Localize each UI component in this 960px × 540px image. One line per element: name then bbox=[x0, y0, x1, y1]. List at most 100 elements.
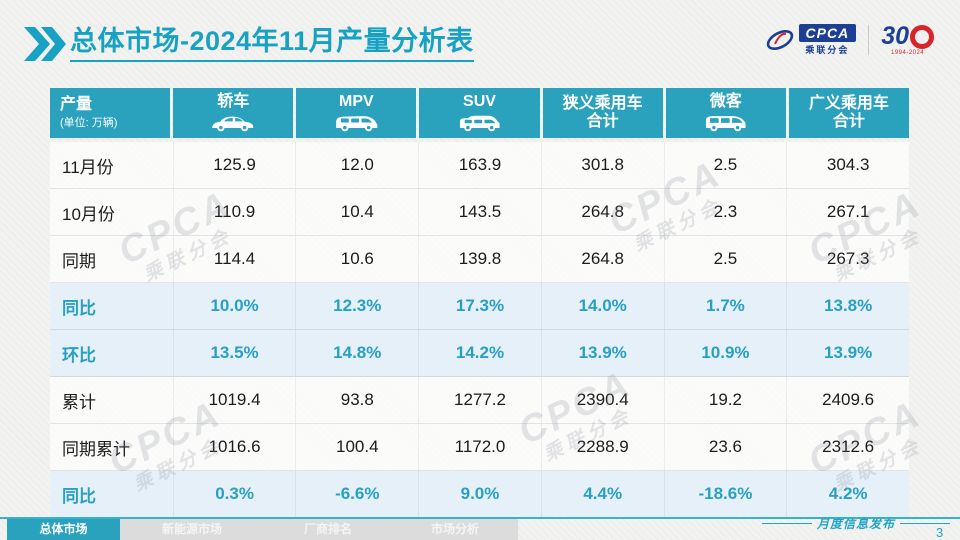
logo-area: CPCA 乘联分会 30 1994-2024 bbox=[765, 24, 934, 56]
anniversary-years: 1994-2024 bbox=[890, 50, 925, 56]
cpca-swoosh-icon bbox=[766, 30, 793, 50]
table-row-同比: 同比 10.0% 12.3% 17.3% 14.0% 1.7% 13.8% bbox=[50, 283, 909, 330]
table-row-累计: 累计 1019.4 93.8 1277.2 2390.4 19.2 2409.6 bbox=[50, 377, 909, 424]
value-cell-r5-c2: 1277.2 bbox=[418, 377, 541, 423]
column-label: MPV bbox=[339, 93, 374, 111]
cpca-subtitle: 乘联分会 bbox=[805, 45, 850, 55]
cpca-badge: CPCA bbox=[798, 24, 857, 42]
row-label: 同比 bbox=[62, 486, 96, 506]
sedan-icon bbox=[209, 113, 257, 133]
value-cell-r0-c5: 304.3 bbox=[786, 142, 909, 188]
footer-tab-市场分析[interactable]: 市场分析 bbox=[430, 522, 479, 536]
value-cell-r3-c2: 17.3% bbox=[418, 283, 541, 329]
value-cell-r0-c2: 163.9 bbox=[418, 142, 541, 188]
table-row-同期累计: 同期累计 1016.6 100.4 1172.0 2288.9 23.6 2312.6 bbox=[50, 424, 909, 471]
value-cell-r1-c4: 2.3 bbox=[663, 189, 787, 235]
publication-line-right bbox=[900, 522, 951, 524]
value-cell-r3-c4: 1.7% bbox=[663, 283, 787, 329]
column-header-3: 狭义乘用车 合计 bbox=[542, 88, 663, 138]
mpv-icon bbox=[333, 113, 381, 133]
table-row-10月份: 10月份 110.9 10.4 143.5 264.8 2.3 267.1 bbox=[50, 189, 909, 236]
value-cell-r4-c1: 14.8% bbox=[295, 330, 418, 376]
column-label: 轿车 bbox=[217, 93, 250, 111]
value-cell-r3-c5: 13.8% bbox=[786, 283, 909, 329]
page-number: 3 bbox=[936, 525, 944, 540]
value-cell-r5-c3: 2390.4 bbox=[540, 377, 664, 423]
microvan-icon bbox=[702, 113, 750, 133]
table-body: 11月份 125.9 12.0 163.9 301.8 2.5 304.3 10月份 110.9… bbox=[50, 142, 909, 518]
value-cell-r7-c5: 4.2% bbox=[786, 471, 909, 517]
value-cell-r3-c3: 14.0% bbox=[540, 283, 664, 329]
value-cell-r2-c1: 10.6 bbox=[295, 236, 418, 282]
publication-line-left bbox=[762, 522, 812, 524]
column-header-1: MPV bbox=[296, 88, 417, 138]
table-row-同期: 同期 114.4 10.6 139.8 264.8 2.5 267.3 bbox=[50, 236, 909, 283]
column-header-0: 轿车 bbox=[173, 88, 294, 138]
column-label-line2: 合计 bbox=[586, 113, 619, 130]
value-cell-r7-c4: -18.6% bbox=[663, 471, 787, 517]
row-label: 同期 bbox=[62, 251, 96, 271]
table-row-环比: 环比 13.5% 14.8% 14.2% 13.9% 10.9% 13.9% bbox=[50, 330, 909, 377]
row-label: 同期累计 bbox=[62, 439, 130, 459]
value-cell-r1-c0: 110.9 bbox=[172, 189, 296, 235]
footer-tab-厂商排名[interactable]: 厂商排名 bbox=[303, 522, 352, 536]
value-cell-r0-c0: 125.9 bbox=[172, 142, 296, 188]
column-label: 微客 bbox=[709, 93, 742, 111]
footer-tab-新能源市场[interactable]: 新能源市场 bbox=[161, 522, 222, 536]
value-cell-r4-c4: 10.9% bbox=[663, 330, 787, 376]
value-cell-r2-c4: 2.5 bbox=[663, 236, 787, 282]
logo-divider bbox=[868, 25, 870, 55]
value-cell-r3-c1: 12.3% bbox=[295, 283, 418, 329]
page-title: 总体市场-2024年11月产量分析表 bbox=[70, 24, 474, 62]
value-cell-r1-c5: 267.1 bbox=[786, 189, 909, 235]
value-cell-r2-c2: 139.8 bbox=[418, 236, 541, 282]
table-header: 产量 (单位: 万辆) 轿车 MPV SUV 狭义乘用车 合计 微客 广义乘用车 合计 bbox=[50, 88, 909, 138]
column-header-5: 广义乘用车 合计 bbox=[788, 88, 909, 138]
corner-header-cell: 产量 (单位: 万辆) bbox=[50, 88, 171, 138]
anniversary-ring-icon bbox=[910, 24, 934, 49]
value-cell-r7-c1: -6.6% bbox=[295, 471, 418, 517]
column-label: SUV bbox=[463, 93, 496, 111]
value-cell-r1-c3: 264.8 bbox=[540, 189, 664, 235]
value-cell-r3-c0: 10.0% bbox=[172, 283, 296, 329]
value-cell-r4-c0: 13.5% bbox=[172, 330, 296, 376]
value-cell-r4-c5: 13.9% bbox=[786, 330, 909, 376]
value-cell-r0-c1: 12.0 bbox=[295, 142, 418, 188]
row-label: 10月份 bbox=[62, 204, 115, 224]
double-chevron-icon bbox=[24, 27, 66, 61]
publication-mark: 月度信息发布 bbox=[762, 517, 951, 531]
corner-label: 产量 bbox=[60, 96, 93, 114]
row-label: 同比 bbox=[62, 298, 96, 318]
column-label: 狭义乘用车 bbox=[562, 94, 643, 112]
value-cell-r6-c3: 2288.9 bbox=[540, 424, 664, 470]
tab-bar-background bbox=[120, 519, 518, 540]
value-cell-r7-c3: 4.4% bbox=[540, 471, 664, 517]
value-cell-r5-c0: 1019.4 bbox=[172, 377, 296, 423]
value-cell-r6-c1: 100.4 bbox=[295, 424, 418, 470]
value-cell-r5-c5: 2409.6 bbox=[786, 377, 909, 423]
title-row: 总体市场-2024年11月产量分析表 bbox=[24, 24, 474, 62]
value-cell-r2-c5: 267.3 bbox=[786, 236, 909, 282]
value-cell-r4-c3: 13.9% bbox=[540, 330, 664, 376]
value-cell-r7-c2: 9.0% bbox=[418, 471, 541, 517]
anniversary-30-logo: 30 1994-2024 bbox=[881, 24, 934, 56]
value-cell-r2-c0: 114.4 bbox=[172, 236, 296, 282]
row-label: 环比 bbox=[62, 345, 96, 365]
cpca-text-block: CPCA 乘联分会 bbox=[798, 24, 857, 56]
anniversary-number: 30 bbox=[881, 22, 909, 50]
footer-tab-总体市场[interactable]: 总体市场 bbox=[7, 519, 120, 540]
column-label-line2: 合计 bbox=[832, 113, 865, 130]
column-header-2: SUV bbox=[419, 88, 540, 138]
value-cell-r6-c0: 1016.6 bbox=[172, 424, 296, 470]
production-table: 产量 (单位: 万辆) 轿车 MPV SUV 狭义乘用车 合计 微客 广义乘用车 合计 11月… bbox=[50, 88, 928, 518]
value-cell-r6-c5: 2312.6 bbox=[786, 424, 909, 470]
suv-icon bbox=[456, 113, 504, 133]
value-cell-r7-c0: 0.3% bbox=[172, 471, 296, 517]
value-cell-r2-c3: 264.8 bbox=[540, 236, 664, 282]
table-row-11月份: 11月份 125.9 12.0 163.9 301.8 2.5 304.3 bbox=[50, 142, 909, 189]
footer-accent-line bbox=[0, 517, 960, 519]
value-cell-r1-c2: 143.5 bbox=[418, 189, 541, 235]
column-label: 广义乘用车 bbox=[808, 94, 889, 112]
column-header-4: 微客 bbox=[665, 88, 786, 138]
